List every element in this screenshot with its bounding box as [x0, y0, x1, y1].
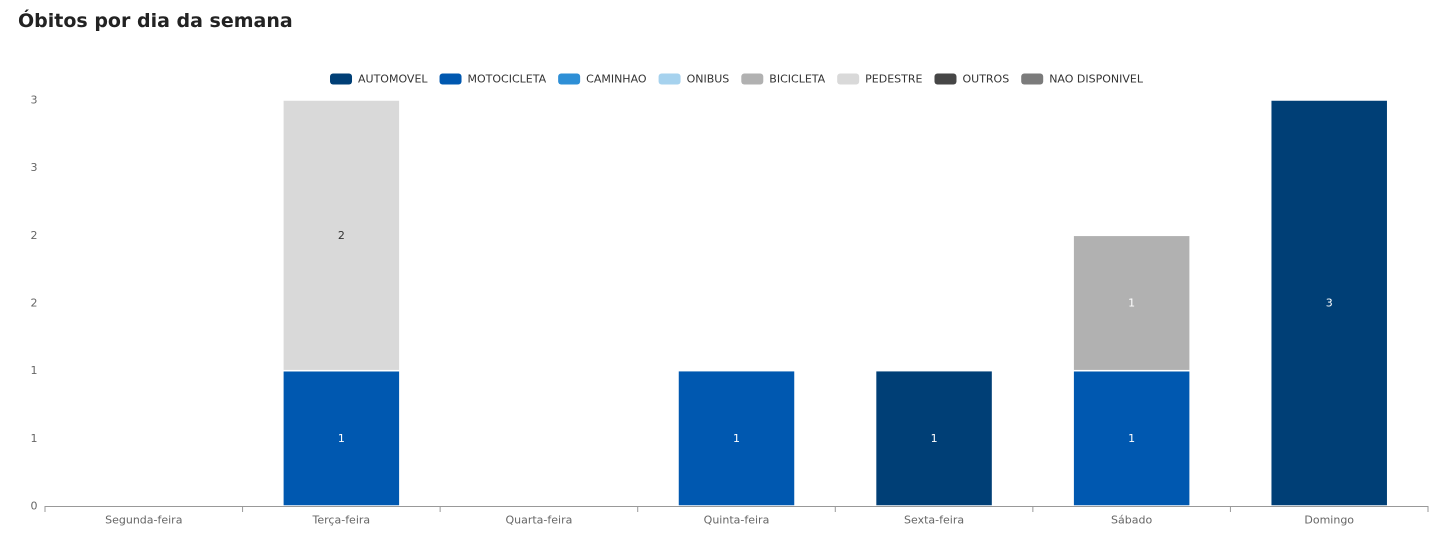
x-tick-label: Quarta-feira: [505, 514, 572, 527]
bar-data-label: 1: [1128, 432, 1135, 445]
y-axis: 0 1 1 2 2 3 3: [31, 94, 38, 513]
legend-item[interactable]: MOTOCICLETA: [439, 73, 547, 86]
legend-swatch: [934, 73, 957, 85]
legend-item[interactable]: ONIBUS: [658, 73, 730, 86]
legend-item[interactable]: NAO DISPONIVEL: [1021, 73, 1144, 86]
legend-swatch: [330, 73, 353, 85]
bar-segment[interactable]: [677, 369, 796, 507]
legend-item[interactable]: BICICLETA: [741, 73, 826, 86]
legend-label: OUTROS: [962, 73, 1009, 86]
legend-item[interactable]: AUTOMOVEL: [330, 73, 428, 86]
bar-data-label: 1: [931, 432, 938, 445]
legend-label: MOTOCICLETA: [468, 73, 547, 86]
legend-item[interactable]: OUTROS: [934, 73, 1009, 86]
legend-swatch: [658, 73, 681, 85]
bar-segment[interactable]: [1269, 99, 1389, 507]
x-tick-label: Terça-feira: [312, 514, 371, 527]
legend-swatch: [558, 73, 581, 85]
x-tick-label: Sexta-feira: [904, 514, 964, 527]
x-tick-label: Domingo: [1304, 514, 1354, 527]
bar-data-label: 2: [338, 229, 345, 242]
legend-label: CAMINHAO: [586, 73, 647, 86]
y-tick-label: 2: [31, 297, 38, 310]
legend-swatch: [1021, 73, 1044, 85]
y-tick-label: 3: [31, 94, 38, 107]
x-tick-label: Quinta-feira: [704, 514, 770, 527]
legend-label: BICICLETA: [769, 73, 825, 86]
y-tick-label: 3: [31, 161, 38, 174]
y-tick-label: 0: [31, 500, 38, 513]
legend: AUTOMOVEL MOTOCICLETA CAMINHAO ONIBUS BICICL…: [330, 73, 1144, 86]
legend-swatch: [837, 73, 860, 85]
bar-data-label: 1: [338, 432, 345, 445]
legend-item[interactable]: PEDESTRE: [837, 73, 923, 86]
legend-swatch: [439, 73, 462, 85]
bar-segment[interactable]: [282, 369, 401, 507]
legend-swatch: [741, 73, 764, 85]
x-tick-label: Segunda-feira: [105, 514, 182, 527]
chart-title: Óbitos por dia da semana: [18, 10, 293, 32]
bar-data-label: 3: [1326, 297, 1333, 310]
bar-data-label: 1: [1128, 297, 1135, 310]
bar-segment[interactable]: [1072, 369, 1191, 507]
bar-segment[interactable]: [1072, 234, 1191, 372]
legend-label: NAO DISPONIVEL: [1049, 73, 1144, 86]
y-tick-label: 2: [31, 229, 38, 242]
legend-label: PEDESTRE: [865, 73, 922, 86]
bars: 1 2 1 1 1 1 3: [51, 99, 1389, 507]
legend-item[interactable]: CAMINHAO: [558, 73, 647, 86]
y-tick-label: 1: [31, 364, 38, 377]
x-tick-label: Sábado: [1111, 514, 1152, 527]
bar-segment[interactable]: [282, 99, 401, 372]
x-axis: Segunda-feira Terça-feira Quarta-feira Quin…: [44, 506, 1429, 527]
legend-label: ONIBUS: [687, 73, 730, 86]
bar-data-label: 1: [733, 432, 740, 445]
legend-label: AUTOMOVEL: [358, 73, 428, 86]
y-tick-label: 1: [31, 432, 38, 445]
